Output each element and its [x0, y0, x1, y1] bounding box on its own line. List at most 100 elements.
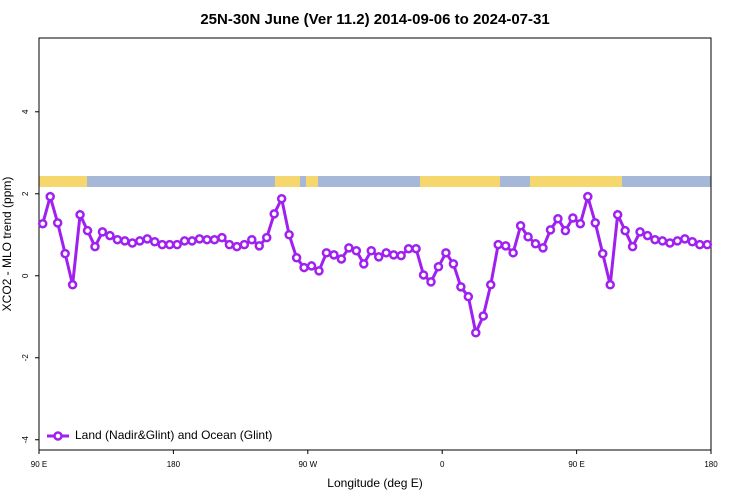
x-tick-label: 90 E [568, 460, 584, 469]
data-point [515, 221, 526, 231]
x-tick-label: 180 [704, 460, 718, 469]
data-point [508, 248, 518, 258]
data-point [82, 225, 93, 236]
data-point [448, 259, 459, 269]
data-point [620, 225, 630, 236]
data-point [418, 270, 429, 280]
data-point [209, 234, 220, 245]
data-point [612, 209, 623, 220]
land [420, 176, 500, 187]
chart-title: 25N-30N June (Ver 11.2) 2014-09-06 to 20… [200, 11, 549, 28]
data-point [269, 209, 279, 219]
data-point [105, 230, 115, 241]
data-point [276, 193, 287, 204]
data-point [247, 234, 257, 245]
data-point [329, 250, 339, 260]
data-point [478, 311, 489, 321]
data-point [224, 239, 235, 250]
data-point [523, 232, 533, 242]
land-ocean-strip [39, 176, 711, 187]
data-point [164, 239, 175, 250]
data-point [583, 191, 593, 202]
data-point [695, 239, 705, 250]
land [530, 176, 622, 187]
y-tick-label: -2 [21, 354, 30, 362]
x-axis-label: Longitude (deg E) [327, 476, 422, 490]
data-point [411, 243, 421, 254]
data-point [456, 282, 466, 292]
data-point [665, 238, 675, 248]
land [275, 176, 300, 187]
data-point [672, 236, 683, 246]
data-point [396, 250, 406, 261]
data-point [314, 266, 324, 276]
data-point [575, 218, 586, 229]
data-point [553, 214, 563, 224]
data-point [351, 246, 362, 256]
ocean [39, 176, 711, 187]
data-point [75, 209, 85, 220]
data-point [291, 252, 302, 263]
land [306, 176, 318, 187]
data-point [590, 218, 601, 228]
data-point [112, 234, 123, 245]
data-point [403, 243, 414, 254]
data-point [336, 254, 347, 264]
y-axis-label: XCO2 - MLO trend (ppm) [0, 177, 14, 312]
data-point [344, 243, 354, 253]
data-point [239, 239, 250, 250]
data-point [254, 241, 265, 251]
data-point [67, 280, 78, 290]
data-point [127, 238, 138, 248]
y-tick-label: 4 [21, 109, 30, 114]
data-point [597, 248, 608, 259]
legend-marker [53, 431, 63, 441]
data-point [202, 234, 212, 245]
data-point [299, 262, 309, 273]
data-point [388, 250, 399, 260]
data-point [157, 239, 167, 250]
data-point [120, 236, 130, 246]
data-point [373, 252, 384, 262]
legend-label: Land (Nadir&Glint) and Ocean (Glint) [75, 428, 272, 442]
data-point [172, 239, 182, 250]
x-tick-label: 90 E [31, 460, 47, 469]
data-point [702, 239, 713, 250]
data-point [471, 328, 481, 338]
data-point [493, 239, 503, 250]
data-point [135, 236, 145, 246]
data-point [217, 232, 227, 243]
data-point [284, 230, 294, 240]
y-tick-label: 2 [21, 191, 30, 196]
data-point [187, 236, 197, 246]
data-point [500, 241, 511, 251]
y-tick-label: 0 [21, 273, 30, 278]
data-point [463, 291, 474, 302]
data-point [635, 227, 645, 237]
data-point [366, 246, 377, 256]
data-point [381, 248, 391, 258]
data-point [149, 236, 160, 247]
land [39, 176, 87, 187]
data-point [545, 225, 556, 235]
data-point [441, 248, 451, 258]
data-point [97, 227, 108, 237]
data-point [359, 259, 369, 269]
x-tick-label: 90 W [298, 460, 317, 469]
data-point [433, 262, 444, 272]
data-point [657, 236, 668, 246]
data-point [321, 248, 332, 258]
data-point [485, 280, 496, 290]
data-point [687, 236, 698, 247]
data-point [680, 234, 690, 244]
data-point [530, 239, 541, 249]
data-point [194, 234, 205, 244]
data-point [142, 234, 153, 244]
data-point [642, 230, 653, 241]
data-point [37, 218, 48, 229]
y-tick-label: -4 [21, 436, 30, 444]
data-point [426, 277, 436, 287]
data-point [45, 191, 55, 202]
x-tick-label: 0 [440, 460, 445, 469]
